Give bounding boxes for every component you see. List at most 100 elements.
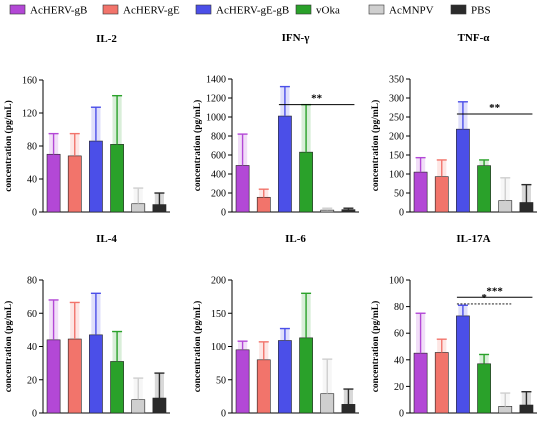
legend-item: AcHERV-gE: [102, 4, 180, 17]
chart-panel: TNF-α concentration (pg/mL) 0 50 100 150 200 25…: [370, 32, 537, 219]
bar: [67, 338, 82, 414]
panel-title: IL-6: [285, 233, 306, 245]
bar: [413, 352, 428, 414]
bar: [152, 397, 167, 414]
legend-item: PBS: [450, 4, 491, 17]
legend-swatch: [195, 4, 212, 15]
y-axis-label: concentration (pg/mL): [192, 100, 203, 192]
legend-swatch: [9, 4, 26, 15]
y-tick-label: 80: [394, 302, 404, 313]
y-tick-label: 60: [27, 309, 37, 320]
legend-label: PBS: [471, 5, 491, 17]
legend-item: AcMNPV: [368, 4, 434, 17]
bar: [67, 155, 82, 213]
y-tick-label: 80: [27, 142, 37, 153]
legend-swatch: [102, 4, 119, 15]
y-tick-label: 40: [27, 342, 37, 353]
y-tick-label: 350: [389, 75, 404, 86]
bar: [434, 176, 449, 213]
y-tick-label: 50: [394, 189, 404, 200]
panel-title: IL-2: [96, 33, 117, 45]
y-tick-label: 40: [27, 175, 37, 186]
y-tick-label: 60: [394, 329, 404, 340]
bar: [477, 363, 491, 414]
bar: [299, 337, 313, 414]
bar: [110, 361, 124, 414]
panel-title: IFN-γ: [282, 32, 310, 44]
bar: [131, 203, 146, 213]
legend-item: AcHERV-gB: [9, 4, 87, 17]
chart-panel: IFN-γ concentration (pg/mL) 0 200 400 600 800 1…: [192, 32, 359, 219]
y-axis-label: concentration (pg/mL): [3, 100, 14, 192]
bar: [256, 196, 271, 213]
y-tick-label: 300: [389, 94, 404, 105]
bar: [519, 202, 534, 213]
significance-label: *: [481, 292, 487, 304]
y-tick-label: 800: [211, 132, 226, 143]
legend: AcHERV-gB AcHERV-gE AcHERV-gE-gB vOka AcMNPV…: [9, 4, 491, 17]
bar: [434, 352, 449, 414]
y-tick-label: 1200: [206, 94, 226, 105]
legend-item: AcHERV-gE-gB: [195, 4, 289, 17]
panel-title: IL-4: [96, 233, 117, 245]
significance-label: **: [311, 93, 323, 105]
bar: [341, 404, 356, 414]
y-tick-label: 200: [211, 189, 226, 200]
bar: [256, 359, 271, 414]
panel-title: TNF-α: [458, 32, 491, 44]
chart-panel: IL-17A concentration (pg/mL) 0 20 40 60 80 100 *…: [370, 233, 537, 420]
y-tick-label: 120: [22, 109, 37, 120]
legend-item: vOka: [295, 4, 340, 17]
y-tick-label: 400: [211, 170, 226, 181]
legend-label: AcMNPV: [389, 5, 434, 17]
y-tick-label: 0: [32, 208, 37, 219]
bar: [456, 315, 470, 414]
chart-panel: IL-2 concentration (pg/mL) 0 40 80 120 160: [3, 33, 170, 219]
bar: [46, 339, 61, 414]
legend-swatch: [368, 4, 385, 15]
y-tick-label: 40: [394, 355, 404, 366]
y-axis-label: concentration (pg/mL): [3, 301, 14, 393]
legend-label: AcHERV-gB: [30, 5, 87, 17]
bar: [320, 393, 335, 414]
y-tick-label: 150: [389, 151, 404, 162]
legend-label: vOka: [316, 5, 340, 17]
legend-swatch: [450, 4, 467, 15]
significance-label: ***: [486, 285, 503, 297]
y-tick-label: 0: [221, 208, 226, 219]
bar: [235, 349, 250, 414]
chart-panel: IL-4 concentration (pg/mL) 0 20 40 60 80: [3, 233, 170, 420]
y-tick-label: 20: [394, 382, 404, 393]
legend-label: AcHERV-gE-gB: [216, 5, 289, 17]
y-tick-label: 0: [399, 409, 404, 420]
bar: [477, 165, 491, 213]
chart-panel: IL-6 concentration (pg/mL) 0 50 100 150 200: [192, 233, 359, 420]
y-tick-label: 600: [211, 151, 226, 162]
y-tick-label: 200: [211, 276, 226, 287]
legend-swatch: [295, 4, 312, 15]
y-tick-label: 150: [211, 309, 226, 320]
legend-label: AcHERV-gE: [123, 5, 180, 17]
y-tick-label: 200: [389, 132, 404, 143]
bar: [110, 144, 124, 213]
bar: [235, 165, 250, 213]
bar: [498, 200, 513, 213]
bar: [498, 406, 513, 414]
y-axis-label: concentration (pg/mL): [370, 100, 381, 192]
bar: [89, 140, 103, 213]
bar: [89, 334, 103, 414]
y-tick-label: 0: [221, 409, 226, 420]
bar: [456, 128, 470, 213]
panel-title: IL-17A: [456, 233, 490, 245]
bar: [519, 404, 534, 414]
y-axis-label: concentration (pg/mL): [370, 301, 381, 393]
bar: [341, 209, 356, 213]
y-tick-label: 80: [27, 276, 37, 287]
bar: [278, 115, 292, 213]
chart-panels: IL-2 concentration (pg/mL) 0 40 80 120 160 IFN-…: [3, 32, 537, 420]
bar: [413, 171, 428, 213]
bar: [278, 340, 292, 414]
y-tick-label: 0: [32, 409, 37, 420]
bar: [152, 204, 167, 213]
